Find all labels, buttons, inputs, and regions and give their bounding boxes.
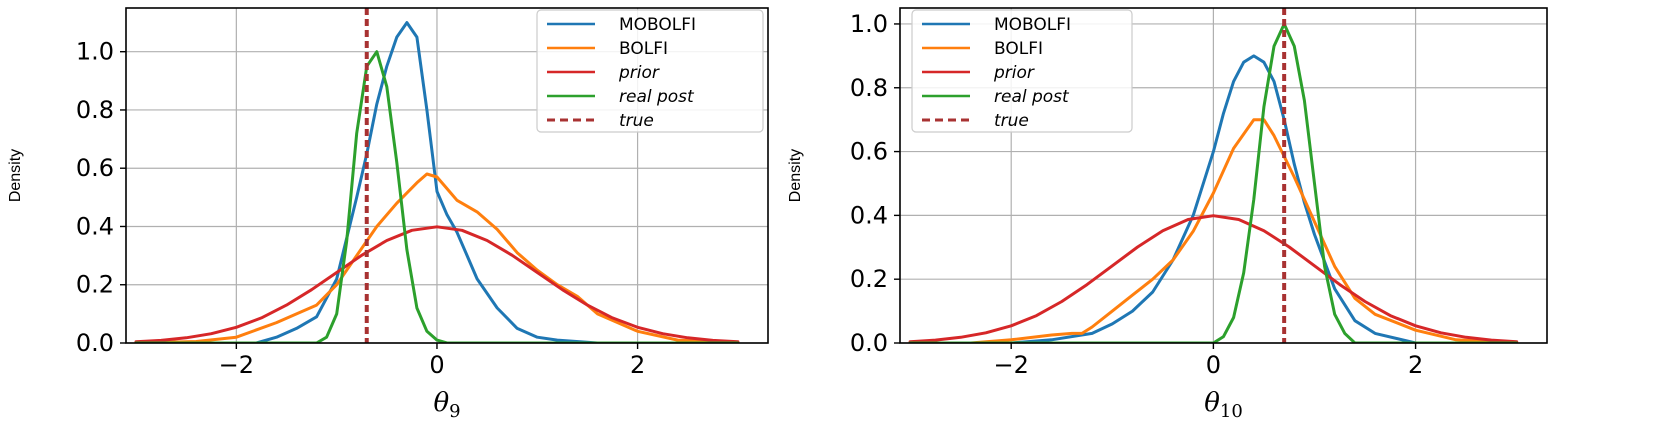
y-tick-label: 1.0 (850, 10, 888, 38)
y-tick-label: 0.6 (76, 154, 114, 182)
legend-label-mobolfi: MOBOLFI (994, 15, 1071, 35)
series-line-prior (908, 214, 1519, 343)
legend-label-real-post: real post (619, 87, 695, 107)
y-tick-label: 0.8 (850, 74, 888, 102)
axes-frame (899, 7, 1548, 344)
series-line-mobolfi (908, 54, 1519, 343)
x-axis-label: θ9 (433, 388, 460, 422)
x-tick-label: 2 (1408, 351, 1423, 379)
series-line-real-post (134, 50, 740, 343)
plot-area (134, 8, 740, 343)
x-tick-label: 0 (429, 351, 444, 379)
series-line-mobolfi (134, 21, 740, 343)
x-tick-label: −2 (994, 351, 1029, 379)
x-tick-label: 0 (1206, 351, 1221, 379)
series-line-bolfi (134, 172, 740, 343)
y-tick-label: 0.2 (76, 271, 114, 299)
x-axis-label: θ10 (1204, 388, 1243, 422)
y-tick-label: 0.8 (76, 96, 114, 124)
legend-label-true: true (994, 111, 1029, 131)
legend-label-bolfi: BOLFI (619, 39, 668, 59)
chart-panel-1: −2 0 2 0.0 0.2 0.4 0.6 0.8 1.0 θ9 Density MOBOLFI BO… (7, 7, 769, 422)
plot-area (908, 8, 1519, 343)
y-tick-label: 0.0 (850, 329, 888, 357)
x-tick-label: −2 (219, 351, 254, 379)
legend-label-prior: prior (618, 63, 660, 83)
legend-box (911, 9, 1133, 133)
legend-label-prior: prior (993, 63, 1035, 83)
y-tick-label: 0.4 (850, 201, 888, 229)
legend: MOBOLFI BOLFI prior real post true (536, 9, 764, 133)
y-tick-label: 0.2 (850, 265, 888, 293)
legend-label-bolfi: BOLFI (994, 39, 1043, 59)
legend-label-real-post: real post (994, 87, 1070, 107)
y-tick-label: 0.6 (850, 138, 888, 166)
x-tick-label: 2 (630, 351, 645, 379)
axes-frame (125, 7, 769, 344)
y-axis-label: Density (7, 149, 24, 202)
y-tick-label: 0.4 (76, 212, 114, 240)
legend-label-true: true (619, 111, 654, 131)
series-line-prior (134, 225, 740, 343)
chart-panel-2: −2 0 2 0.0 0.2 0.4 0.6 0.8 1.0 θ10 Density MOBOLFI B… (787, 7, 1548, 422)
legend-box (536, 9, 764, 133)
series-line-bolfi (908, 118, 1519, 343)
legend: MOBOLFI BOLFI prior real post true (911, 9, 1133, 133)
y-axis-label: Density (787, 149, 804, 202)
y-tick-label: 1.0 (76, 38, 114, 66)
y-tick-label: 0.0 (76, 329, 114, 357)
legend-label-mobolfi: MOBOLFI (619, 15, 696, 35)
